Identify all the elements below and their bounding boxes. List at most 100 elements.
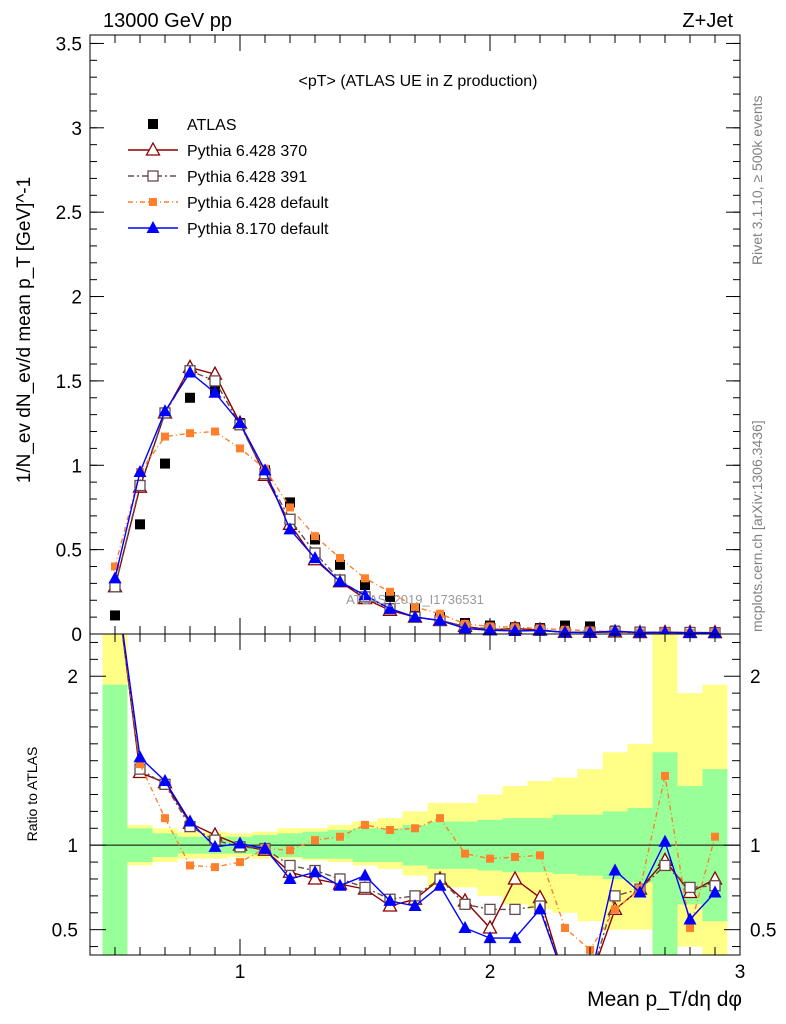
- data-point: [360, 580, 370, 591]
- ratio-point: [436, 814, 444, 823]
- data-point: [208, 385, 222, 398]
- main-y-tick-label: 0.5: [56, 541, 82, 562]
- ratio-point: [507, 870, 523, 885]
- ratio-point: [333, 878, 347, 891]
- data-point: [110, 610, 120, 621]
- x-tick-label: 2: [485, 962, 496, 983]
- data-point: [508, 623, 522, 636]
- legend-marker: [145, 141, 161, 156]
- data-point: [361, 574, 369, 583]
- ratio-point: [136, 760, 144, 769]
- data-point: [134, 479, 146, 492]
- ratio-point: [411, 824, 419, 833]
- data-point: [258, 463, 272, 476]
- legend-label: Pythia 6.428 default: [187, 195, 329, 212]
- legend-label: Pythia 6.428 370: [187, 143, 307, 160]
- uncertainty-band-inner: [552, 814, 578, 874]
- main-y-tick-label: 1.5: [56, 372, 82, 393]
- data-point: [708, 625, 722, 638]
- legend-marker: [147, 170, 159, 182]
- series-pythia-8-170-default: [108, 365, 722, 638]
- legend-item-pythia-6-428-default: Pythia 6.428 default: [128, 195, 329, 212]
- data-point: [333, 574, 347, 587]
- ratio-y-tick-label-right: 0.5: [750, 921, 776, 942]
- legend-label: Pythia 6.428 391: [187, 169, 307, 186]
- ratio-point: [608, 863, 622, 876]
- ratio-point: [461, 849, 469, 858]
- legend-item-pythia-8-170-default: Pythia 8.170 default: [128, 221, 329, 238]
- data-point: [185, 392, 195, 403]
- ratio-point: [458, 920, 472, 933]
- ratio-point: [183, 814, 197, 827]
- ratio-point: [611, 905, 619, 914]
- uncertainty-band-inner: [102, 684, 128, 955]
- ratio-point: [161, 814, 169, 823]
- main-y-tick-label: 3: [71, 119, 82, 140]
- main-y-tick-label: 0: [71, 625, 82, 646]
- data-point: [158, 404, 172, 417]
- data-point: [683, 625, 697, 638]
- main-y-tick-label: 3.5: [56, 34, 82, 55]
- ratio-point: [609, 890, 621, 902]
- data-point: [186, 429, 194, 438]
- ratio-y-axis-label: Ratio to ATLAS: [24, 747, 40, 842]
- ratio-point: [359, 881, 371, 894]
- ratio-point: [361, 820, 369, 829]
- ratio-point: [585, 975, 595, 985]
- ratio-point: [233, 836, 247, 849]
- header-right: Z+Jet: [682, 10, 733, 32]
- ratio-point: [561, 923, 569, 932]
- ratio-point: [383, 893, 397, 906]
- x-axis-label: Mean p_T/dη dφ: [587, 988, 742, 1011]
- data-point: [183, 365, 197, 378]
- ratio-point: [158, 773, 172, 786]
- ratio-point: [511, 853, 519, 862]
- main-y-tick-label: 2: [71, 288, 82, 309]
- ratio-point: [683, 912, 697, 925]
- ratio-point: [284, 859, 296, 872]
- ratio-point: [358, 868, 372, 881]
- ratio-point: [484, 903, 496, 916]
- main-panel: 0 0.5 1 1.5 2 2.5 3 3.5 ATLAS_2019_I1736531 <pT…: [14, 34, 741, 646]
- ratio-point: [483, 931, 497, 944]
- data-point: [108, 571, 122, 584]
- ratio-series-pythia-8-170-default: [122, 634, 722, 955]
- data-point: [308, 551, 322, 564]
- main-y-tick-label: 1: [71, 456, 82, 477]
- data-point: [160, 458, 170, 469]
- legend-item-pythia-6-428-391: Pythia 6.428 391: [128, 169, 307, 186]
- data-point: [311, 532, 319, 541]
- ratio-point: [686, 923, 694, 932]
- ratio-point: [336, 832, 344, 841]
- main-y-tick-label: 2.5: [56, 203, 82, 224]
- ratio-point: [584, 973, 597, 985]
- ratio-point: [659, 859, 671, 872]
- data-point: [233, 416, 247, 429]
- ratio-y-tick-label-right: 2: [750, 667, 761, 688]
- legend-marker: [149, 198, 157, 206]
- data-point: [383, 601, 397, 614]
- data-point: [211, 427, 219, 436]
- ratio-point: [536, 851, 544, 860]
- ratio-y-tick-label: 2: [67, 667, 78, 688]
- ratio-point: [509, 903, 521, 916]
- data-point: [135, 519, 145, 530]
- ratio-point: [211, 863, 219, 872]
- ratio-y-tick-label-right: 1: [750, 836, 761, 857]
- ratio-point: [486, 854, 494, 863]
- ratio-point: [311, 836, 319, 845]
- data-point: [336, 554, 344, 563]
- ratio-point: [386, 825, 394, 834]
- data-point: [161, 432, 169, 441]
- ratio-point: [258, 841, 272, 854]
- ratio-point: [708, 885, 722, 898]
- data-point: [458, 621, 472, 634]
- ratio-point: [408, 899, 422, 912]
- ratio-point: [433, 878, 447, 891]
- ratio-point: [658, 834, 672, 847]
- ratio-point: [133, 750, 147, 763]
- data-point: [358, 588, 372, 601]
- ratio-point: [308, 865, 322, 878]
- side-label-bottom: mcplots.cern.ch [arXiv:1306.3436]: [749, 420, 765, 632]
